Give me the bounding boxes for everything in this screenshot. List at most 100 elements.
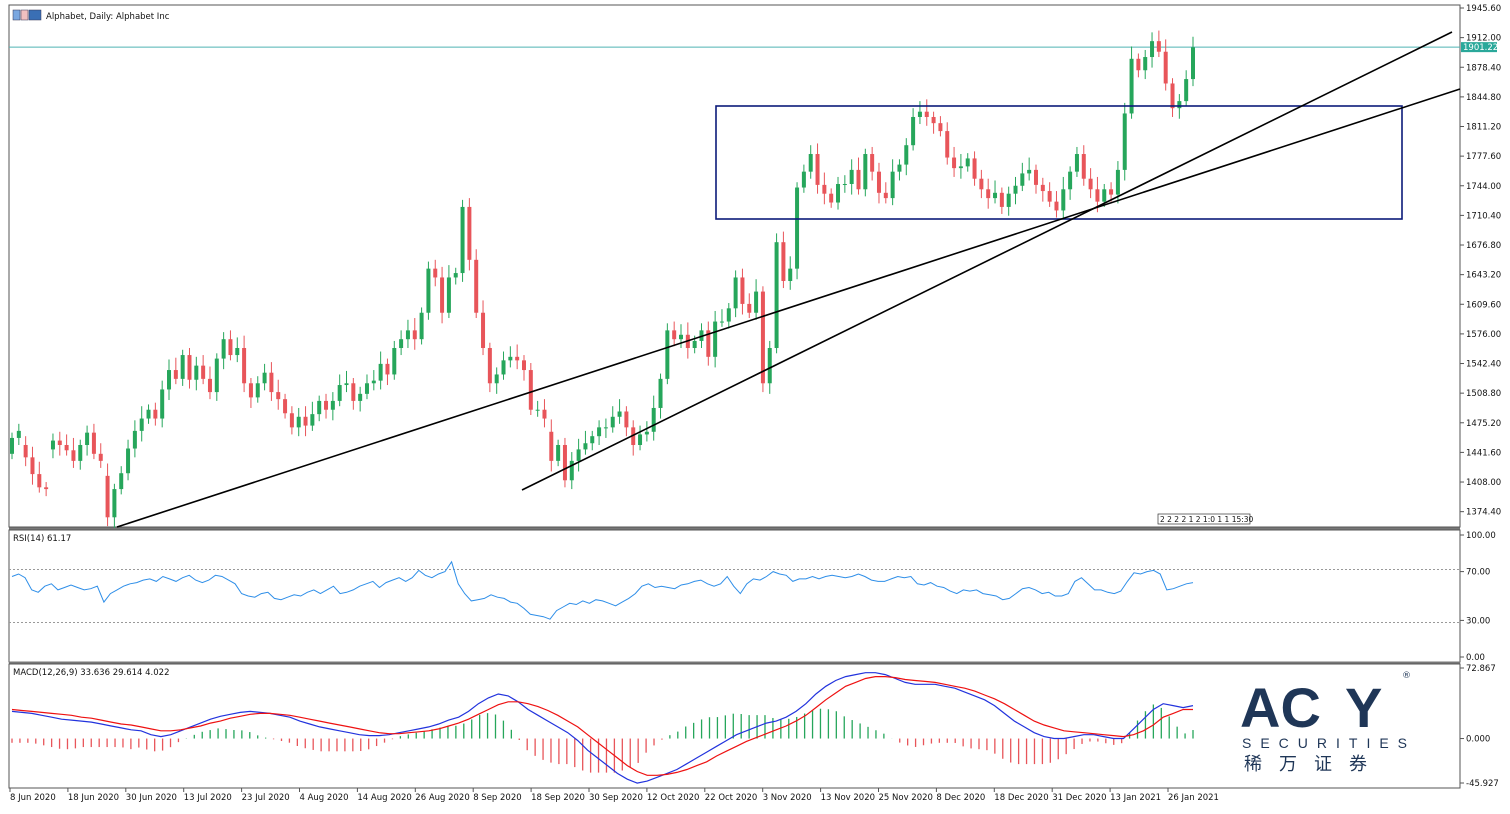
- candle[interactable]: [494, 367, 499, 394]
- candle[interactable]: [283, 393, 288, 419]
- candle[interactable]: [911, 108, 916, 151]
- candle[interactable]: [754, 279, 759, 320]
- candle[interactable]: [542, 399, 547, 428]
- candle[interactable]: [385, 358, 390, 386]
- candle[interactable]: [324, 393, 329, 419]
- candle[interactable]: [562, 437, 567, 488]
- candle[interactable]: [303, 406, 308, 437]
- candle[interactable]: [412, 318, 417, 350]
- candle[interactable]: [1006, 186, 1011, 216]
- candle[interactable]: [1191, 36, 1195, 87]
- candle[interactable]: [781, 231, 786, 289]
- candle[interactable]: [535, 400, 540, 417]
- candle[interactable]: [665, 323, 670, 385]
- candle[interactable]: [549, 419, 554, 472]
- candle[interactable]: [952, 146, 957, 177]
- candle[interactable]: [1081, 145, 1086, 186]
- candle[interactable]: [733, 270, 738, 318]
- candle[interactable]: [1061, 176, 1066, 220]
- candle[interactable]: [153, 402, 158, 426]
- candle[interactable]: [1054, 191, 1059, 218]
- candle[interactable]: [651, 395, 656, 441]
- candle[interactable]: [631, 420, 636, 456]
- candle[interactable]: [392, 340, 397, 380]
- candle[interactable]: [1027, 157, 1032, 181]
- candle[interactable]: [788, 256, 793, 290]
- candle[interactable]: [876, 162, 881, 204]
- candle[interactable]: [310, 401, 315, 431]
- candle[interactable]: [904, 138, 909, 176]
- trendline-long[interactable]: [116, 88, 1461, 528]
- candle[interactable]: [126, 439, 131, 481]
- candle[interactable]: [760, 286, 765, 393]
- candle[interactable]: [993, 180, 998, 204]
- candle[interactable]: [235, 337, 240, 363]
- candle[interactable]: [801, 164, 806, 193]
- candle[interactable]: [679, 324, 684, 349]
- candle[interactable]: [440, 266, 445, 324]
- candle[interactable]: [1033, 164, 1038, 194]
- candle[interactable]: [453, 267, 458, 285]
- candle[interactable]: [201, 355, 206, 385]
- candle[interactable]: [836, 176, 841, 210]
- candle[interactable]: [863, 148, 868, 197]
- candle[interactable]: [378, 351, 383, 390]
- candle[interactable]: [296, 407, 301, 437]
- candle[interactable]: [672, 321, 677, 347]
- candle[interactable]: [1013, 176, 1018, 205]
- candle[interactable]: [207, 366, 212, 400]
- candle[interactable]: [446, 265, 451, 319]
- candle[interactable]: [508, 346, 513, 368]
- candle[interactable]: [713, 310, 718, 368]
- candle[interactable]: [419, 307, 424, 345]
- candle[interactable]: [986, 178, 991, 209]
- candle[interactable]: [1074, 146, 1079, 177]
- candle[interactable]: [624, 406, 629, 437]
- candle[interactable]: [569, 452, 574, 490]
- candle[interactable]: [269, 362, 274, 401]
- candle[interactable]: [399, 330, 404, 356]
- candle[interactable]: [214, 353, 219, 401]
- candle[interactable]: [979, 169, 984, 199]
- candle[interactable]: [1170, 78, 1175, 117]
- candle[interactable]: [849, 159, 854, 195]
- candle[interactable]: [897, 159, 902, 181]
- candle[interactable]: [706, 321, 711, 366]
- candle[interactable]: [85, 425, 90, 456]
- candle[interactable]: [556, 439, 561, 467]
- candle[interactable]: [644, 421, 649, 442]
- candle[interactable]: [719, 309, 724, 327]
- candle[interactable]: [289, 406, 294, 435]
- candle[interactable]: [528, 362, 533, 416]
- candle[interactable]: [44, 482, 49, 497]
- candle[interactable]: [16, 423, 21, 445]
- candle[interactable]: [242, 335, 247, 393]
- candle[interactable]: [71, 437, 76, 468]
- candle[interactable]: [1136, 53, 1141, 78]
- candle[interactable]: [187, 348, 192, 389]
- candle[interactable]: [248, 377, 253, 408]
- candle[interactable]: [1020, 162, 1025, 192]
- candle[interactable]: [576, 438, 581, 472]
- candle[interactable]: [1068, 166, 1073, 200]
- candle[interactable]: [917, 101, 922, 125]
- candle[interactable]: [938, 116, 943, 137]
- candle[interactable]: [426, 261, 431, 320]
- candle[interactable]: [358, 386, 363, 412]
- candle[interactable]: [808, 145, 813, 179]
- candle[interactable]: [481, 300, 486, 356]
- candle[interactable]: [57, 431, 62, 456]
- candle[interactable]: [98, 443, 103, 468]
- candle[interactable]: [228, 330, 233, 361]
- candle[interactable]: [364, 374, 369, 400]
- candle[interactable]: [617, 399, 622, 424]
- candle[interactable]: [194, 356, 199, 391]
- candle[interactable]: [590, 430, 595, 451]
- candle[interactable]: [1156, 30, 1161, 58]
- candle[interactable]: [467, 198, 472, 271]
- candle[interactable]: [945, 122, 950, 165]
- candle[interactable]: [795, 182, 800, 280]
- candle[interactable]: [105, 463, 110, 527]
- candle[interactable]: [1143, 49, 1148, 80]
- candle[interactable]: [10, 432, 14, 460]
